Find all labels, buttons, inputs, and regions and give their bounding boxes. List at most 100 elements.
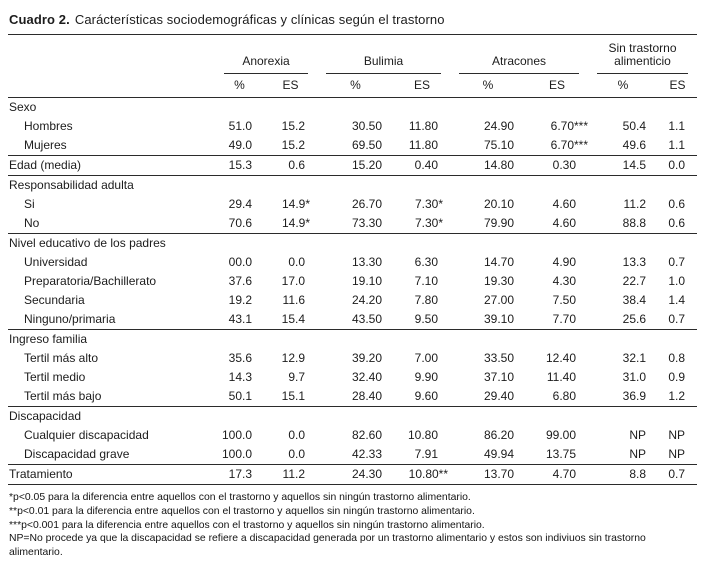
- value-cell: 19.30: [483, 274, 515, 289]
- row-label: Tertil más alto: [24, 351, 99, 366]
- table-row: Mujeres 49.0 15.2 69.50 11.80 75.10 6.70*** 49.…: [8, 136, 697, 156]
- value-cell: 27.00: [483, 293, 515, 308]
- row-label: Tratamiento: [8, 463, 215, 485]
- statistics-table: Anorexia Bulimia Atracones Sin trastorno al…: [8, 37, 698, 485]
- value-cell: 73.30: [351, 216, 382, 231]
- value-cell: 0.0: [288, 255, 305, 270]
- table-title: Cuadro 2. Carácterísticas sociodemográfic…: [8, 8, 697, 35]
- row-label: Universidad: [24, 255, 88, 270]
- value-cell: 82.60: [351, 428, 382, 443]
- row-label-column-header: [8, 37, 215, 74]
- value-cell: 29.40: [483, 389, 515, 404]
- value-cell: 11.40: [546, 370, 577, 385]
- value-cell: 0.0: [288, 428, 305, 443]
- subheader-percent: %: [215, 73, 264, 98]
- value-cell: 4.60: [552, 197, 577, 212]
- value-cell: 86.20: [483, 428, 515, 443]
- value-cell: 0.6: [264, 154, 317, 176]
- column-group-label: Atracones: [459, 55, 580, 74]
- value-cell: 9.7: [288, 370, 305, 385]
- value-cell: 0.0: [288, 447, 305, 462]
- footnote: NP=No procede ya que la discapacidad se …: [9, 533, 646, 559]
- subheader-percent: %: [450, 73, 527, 98]
- value-cell: 13.70: [450, 463, 527, 485]
- value-cell: 31.0: [622, 370, 647, 385]
- value-cell: 69.50: [351, 138, 382, 153]
- value-cell: 14.70: [483, 255, 515, 270]
- value-cell: 12.9: [281, 351, 305, 366]
- value-cell: 14.9*: [281, 216, 310, 231]
- value-cell: 6.70***: [550, 119, 589, 134]
- value-cell: NP: [668, 447, 686, 462]
- section-header-row: Sexo: [8, 97, 697, 117]
- value-cell: 39.10: [483, 312, 515, 327]
- column-group-label: Anorexia: [224, 55, 308, 74]
- value-cell: 35.6: [228, 351, 252, 366]
- subheader-es: ES: [394, 73, 451, 98]
- table-row: Universidad 00.0 0.0 13.30 6.30 14.70 4.90 13.3…: [8, 253, 697, 272]
- value-cell: 0.7: [658, 463, 698, 485]
- table-row: No 70.6 14.9* 73.30 7.30* 79.90 4.60 88.8 0.6: [8, 214, 697, 234]
- subheader-es: ES: [526, 73, 589, 98]
- value-cell: 7.80: [414, 293, 439, 308]
- value-cell: 13.30: [351, 255, 382, 270]
- value-cell: 11.2: [623, 197, 647, 212]
- value-cell: 0.0: [658, 154, 698, 176]
- value-cell: 0.40: [394, 154, 451, 176]
- value-cell: 10.80: [407, 428, 439, 443]
- value-cell: 7.00: [414, 351, 439, 366]
- footnotes: *p<0.05 para la diferencia entre aquello…: [8, 485, 697, 560]
- column-group-label: Bulimia: [326, 55, 442, 74]
- value-cell: 100.0: [221, 447, 252, 462]
- value-cell: 28.40: [351, 389, 382, 404]
- subheader-percent: %: [588, 73, 659, 98]
- value-cell: 17.0: [281, 274, 305, 289]
- row-label: Si: [24, 197, 35, 212]
- table-body: Sexo Hombres 51.0 15.2 30.50 11.80 24.90 6.70**…: [8, 97, 698, 485]
- table-row: Tertil más alto 35.6 12.9 39.20 7.00 33.50 12.…: [8, 349, 697, 368]
- row-label: Preparatoria/Bachillerato: [24, 274, 157, 289]
- value-cell: 15.2: [281, 138, 305, 153]
- table-row: Tratamiento 17.3 11.2 24.30 10.80** 13.70 4.70…: [8, 463, 698, 485]
- column-group-atracones: Atracones: [450, 37, 588, 74]
- table-head: Anorexia Bulimia Atracones Sin trastorno al…: [8, 37, 698, 98]
- value-cell: 12.40: [545, 351, 577, 366]
- section-header-row: Ingreso familia: [8, 328, 698, 349]
- row-label: No: [24, 216, 40, 231]
- row-label: Hombres: [24, 119, 73, 134]
- value-cell: 43.1: [228, 312, 252, 327]
- table-number: Cuadro 2.: [9, 12, 70, 27]
- value-cell: 13.75: [545, 447, 577, 462]
- row-label: Tertil medio: [24, 370, 86, 385]
- value-cell: 9.50: [414, 312, 439, 327]
- value-cell: 99.00: [545, 428, 577, 443]
- subheader-es: ES: [658, 73, 698, 98]
- value-cell: 22.7: [622, 274, 647, 289]
- table-row: Edad (media) 15.3 0.6 15.20 0.40 14.80 0.30 14.…: [8, 154, 698, 176]
- subheader-es: ES: [264, 73, 317, 98]
- value-cell: 9.90: [414, 370, 439, 385]
- value-cell: 13.3: [622, 255, 647, 270]
- table-row: Secundaria 19.2 11.6 24.20 7.80 27.00 7.50 38.4…: [8, 291, 697, 310]
- value-cell: 11.80: [408, 138, 439, 153]
- row-label: Discapacidad grave: [24, 447, 130, 462]
- footnote: *p<0.05 para la diferencia entre aquello…: [9, 491, 471, 503]
- value-cell: 88.8: [622, 216, 647, 231]
- value-cell: 49.0: [228, 138, 252, 153]
- value-cell: 14.80: [450, 154, 527, 176]
- value-cell: 9.60: [414, 389, 439, 404]
- column-group-bulimia: Bulimia: [317, 37, 450, 74]
- value-cell: 7.91: [414, 447, 439, 462]
- value-cell: 42.33: [351, 447, 382, 462]
- value-cell: 70.6: [228, 216, 252, 231]
- value-cell: 49.6: [622, 138, 647, 153]
- value-cell: 14.5: [588, 154, 659, 176]
- group-header-row: Anorexia Bulimia Atracones Sin trastorno al…: [8, 37, 697, 74]
- value-cell: 17.3: [215, 463, 264, 485]
- value-cell: 7.30*: [414, 216, 444, 231]
- value-cell: 49.94: [483, 447, 515, 462]
- subheader-row: % ES% ES% ES% ES: [8, 73, 698, 98]
- value-cell: 15.1: [281, 389, 305, 404]
- row-label: Edad (media): [8, 154, 215, 176]
- column-group-sin-trastorno-alimenticio: Sin trastorno alimenticio: [588, 37, 697, 74]
